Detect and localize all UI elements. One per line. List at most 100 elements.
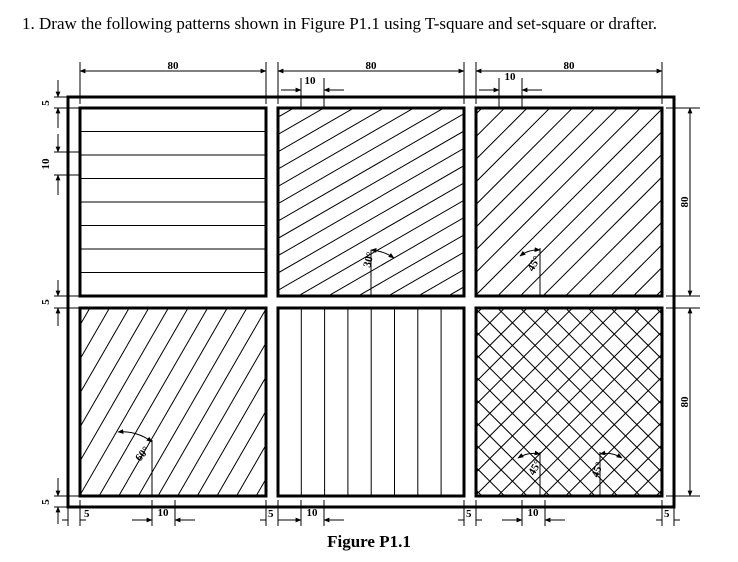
hatch-line (0, 0, 46, 562)
hatch-line (484, 0, 738, 487)
hatch-line (138, 35, 738, 562)
dim-spacing-panel-2: 10 (305, 75, 317, 87)
hatch-line (0, 45, 738, 562)
hatch-line (0, 0, 722, 355)
dim-spacing-panel-3: 10 (505, 71, 517, 83)
dim-border-left-middle: 5 (40, 299, 52, 305)
angle-label-60: 60° (133, 444, 152, 464)
angle-label-45-panel-6-right: 45° (590, 460, 607, 479)
hatch-line (20, 102, 738, 562)
hatch-line (50, 0, 650, 562)
hatch-line (450, 0, 738, 521)
hatch-line (153, 44, 738, 562)
hatch-line (35, 0, 635, 562)
hatch-line (0, 0, 517, 562)
bottom-dimension-lines (62, 500, 680, 526)
hatch-line (201, 0, 738, 562)
hatch-line (156, 0, 738, 562)
hatch-line (0, 0, 688, 151)
hatch-line (292, 0, 738, 562)
hatch-line (0, 0, 676, 509)
dim-border-bottom-2: 5 (268, 508, 274, 520)
hatch-line (167, 0, 738, 562)
hatch-line (46, 240, 738, 562)
angle-label-45-panel-3: 45° (525, 254, 543, 273)
hatch-line (0, 0, 296, 562)
hatch-line (0, 0, 710, 343)
hatch-line (0, 110, 738, 562)
hatch-line (0, 0, 429, 562)
hatch-line (167, 0, 738, 562)
dim-width-panel-2: 80 (366, 60, 378, 72)
panel-1-horizontal-hatching (80, 132, 266, 273)
hatch-line (258, 0, 738, 562)
hatch-line (0, 0, 699, 332)
right-dimension-lines (666, 108, 700, 496)
hatch-line (69, 279, 738, 562)
hatch-line (439, 272, 738, 562)
dim-width-panel-3: 80 (564, 60, 576, 72)
figure-caption: Figure P1.1 (0, 532, 738, 552)
hatch-line (122, 0, 738, 562)
hatch-line (156, 0, 738, 562)
hatch-line (77, 0, 738, 562)
hatch-line (0, 227, 738, 562)
hatch-line (111, 12, 738, 562)
hatch-line (0, 71, 738, 562)
hatch-line (0, 0, 711, 190)
hatch-line (0, 0, 282, 562)
hatch-line (0, 0, 252, 562)
hatch-line (0, 0, 738, 359)
hatch-line (0, 136, 738, 562)
hatch-line (32, 0, 738, 513)
hatch-line (405, 38, 738, 562)
hatch-line (133, 0, 738, 562)
hatch-line (133, 0, 738, 562)
hatch-line (0, 0, 90, 562)
hatch-line (0, 0, 193, 562)
dim-spacing-bottom-panel-5: 10 (307, 507, 319, 519)
hatch-line (66, 0, 738, 562)
hatch-line (0, 159, 738, 562)
hatch-line (0, 0, 355, 562)
hatch-line (0, 0, 738, 385)
hatch-line (0, 147, 738, 562)
hatch-line (348, 181, 738, 562)
hatch-line (179, 12, 738, 562)
hatch-line (99, 0, 738, 562)
hatch-line (337, 0, 738, 562)
hatch-line (20, 0, 738, 562)
hatch-line (0, 136, 738, 562)
hatch-line (462, 295, 738, 562)
dim-width-panel-1: 80 (168, 60, 180, 72)
dim-border-bottom-4: 5 (664, 508, 670, 520)
hatch-line (337, 0, 738, 562)
hatch-line (0, 0, 149, 562)
dim-height-row-1: 80 (679, 196, 691, 208)
hatch-line (428, 0, 738, 543)
hatch-line (326, 159, 738, 562)
hatch-line (66, 0, 738, 547)
hatch-line (0, 0, 738, 389)
dim-border-bottom-1: 5 (84, 508, 90, 520)
hatch-line (0, 295, 676, 562)
angle-60-indicator: 60° (118, 432, 152, 496)
hatch-line (348, 0, 738, 562)
hatch-line (167, 0, 738, 562)
hatch-line (31, 214, 738, 562)
hatch-line (0, 0, 164, 562)
hatch-line (0, 0, 738, 502)
hatch-line (0, 0, 414, 562)
hatch-line (0, 0, 738, 294)
dim-spacing-bottom-panel-6: 10 (528, 507, 540, 519)
hatch-line (99, 0, 738, 562)
hatch-line (0, 0, 237, 562)
